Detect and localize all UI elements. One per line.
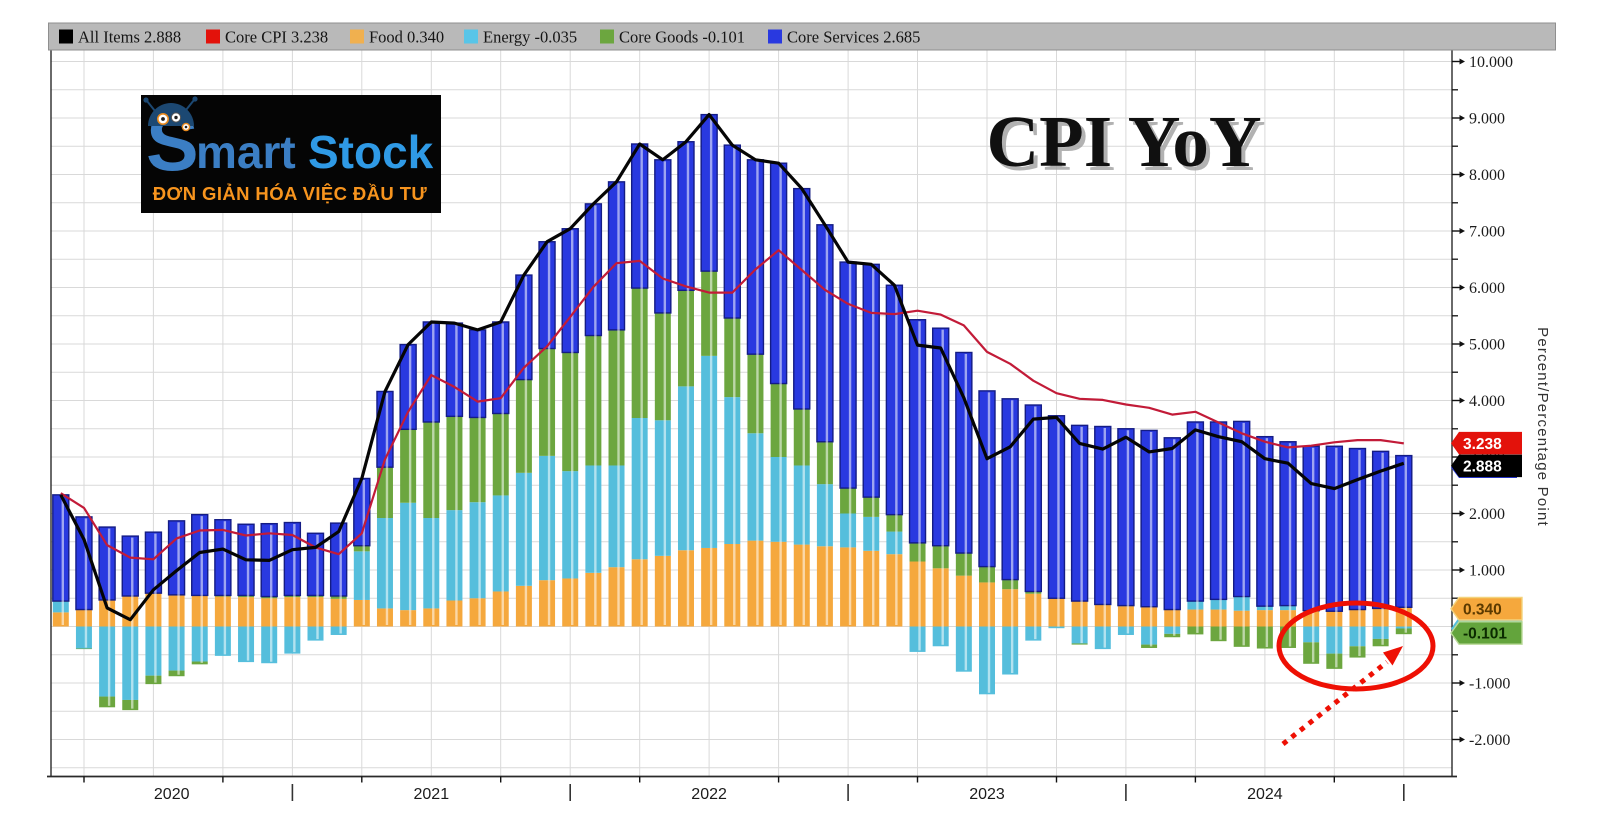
svg-text:Energy -0.035: Energy -0.035 — [483, 28, 577, 47]
svg-text:2022: 2022 — [691, 786, 727, 803]
svg-text:4.000: 4.000 — [1469, 393, 1505, 410]
svg-text:1.000: 1.000 — [1469, 563, 1505, 580]
svg-text:2021: 2021 — [414, 786, 450, 803]
svg-text:mart: mart — [196, 126, 296, 178]
svg-text:ĐƠN GIẢN HÓA VIỆC ĐẦU TƯ: ĐƠN GIẢN HÓA VIỆC ĐẦU TƯ — [153, 183, 428, 204]
svg-text:2.000: 2.000 — [1469, 506, 1505, 523]
svg-text:Stock: Stock — [308, 126, 434, 178]
svg-text:5.000: 5.000 — [1469, 337, 1505, 354]
svg-text:2020: 2020 — [154, 786, 190, 803]
svg-text:CPI YoY: CPI YoY — [986, 101, 1261, 182]
svg-text:3.238: 3.238 — [1463, 436, 1502, 453]
svg-text:6.000: 6.000 — [1469, 280, 1505, 297]
svg-text:9.000: 9.000 — [1469, 111, 1505, 128]
svg-text:Core Services 2.685: Core Services 2.685 — [787, 28, 920, 47]
svg-text:7.000: 7.000 — [1469, 224, 1505, 241]
svg-text:0.340: 0.340 — [1463, 601, 1502, 618]
svg-text:CPI YoY: CPI YoY — [990, 105, 1265, 186]
svg-text:8.000: 8.000 — [1469, 167, 1505, 184]
svg-text:10.000: 10.000 — [1469, 54, 1513, 71]
svg-text:2023: 2023 — [969, 786, 1005, 803]
svg-text:Core Goods -0.101: Core Goods -0.101 — [619, 28, 745, 47]
svg-text:-0.101: -0.101 — [1463, 626, 1507, 643]
svg-text:-1.000: -1.000 — [1469, 676, 1510, 693]
svg-text:Percent/Percentage Point: Percent/Percentage Point — [1534, 327, 1551, 527]
svg-text:2024: 2024 — [1247, 786, 1283, 803]
svg-text:2.888: 2.888 — [1463, 458, 1502, 475]
svg-text:All Items 2.888: All Items 2.888 — [78, 28, 181, 47]
svg-text:Core CPI 3.238: Core CPI 3.238 — [225, 28, 328, 47]
svg-text:Food 0.340: Food 0.340 — [369, 28, 444, 47]
svg-text:-2.000: -2.000 — [1469, 732, 1510, 749]
